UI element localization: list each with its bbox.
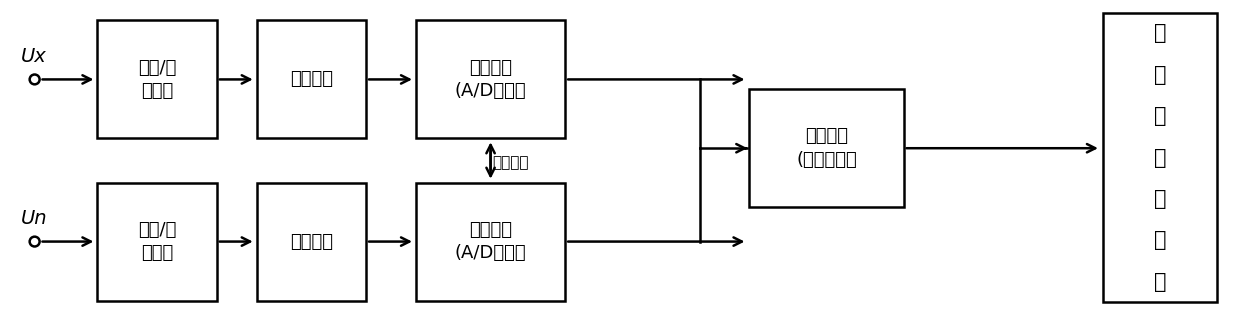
Text: 软件处理: 软件处理 [805, 127, 847, 145]
Text: 显: 显 [1154, 230, 1166, 250]
Text: Ux: Ux [21, 47, 46, 66]
Text: 和: 和 [1154, 106, 1166, 126]
Text: 路保护: 路保护 [141, 244, 173, 262]
Text: 数据采集: 数据采集 [470, 221, 512, 239]
Bar [1103, 13, 1217, 302]
Text: 相: 相 [1154, 148, 1166, 168]
Text: 过流/短: 过流/短 [138, 221, 176, 239]
Text: 示: 示 [1154, 272, 1166, 292]
Bar [256, 183, 367, 300]
Text: 信号调理: 信号调理 [290, 233, 333, 251]
Text: (误差计算）: (误差计算） [797, 151, 857, 169]
Text: Un: Un [21, 210, 47, 229]
Text: 比: 比 [1154, 23, 1166, 43]
Bar [416, 183, 565, 300]
Text: 数据采集: 数据采集 [470, 59, 512, 77]
Text: (A/D转换）: (A/D转换） [455, 244, 527, 262]
Text: 差: 差 [1154, 189, 1166, 209]
Bar [98, 21, 217, 138]
Bar [256, 21, 367, 138]
Text: 路保护: 路保护 [141, 82, 173, 100]
Bar [98, 183, 217, 300]
Text: 过流/短: 过流/短 [138, 59, 176, 77]
Text: (A/D转换）: (A/D转换） [455, 82, 527, 100]
Bar [750, 89, 903, 207]
Text: 差: 差 [1154, 65, 1166, 85]
Text: 同步信号: 同步信号 [492, 155, 529, 170]
Text: 信号调理: 信号调理 [290, 70, 333, 88]
Bar [416, 21, 565, 138]
